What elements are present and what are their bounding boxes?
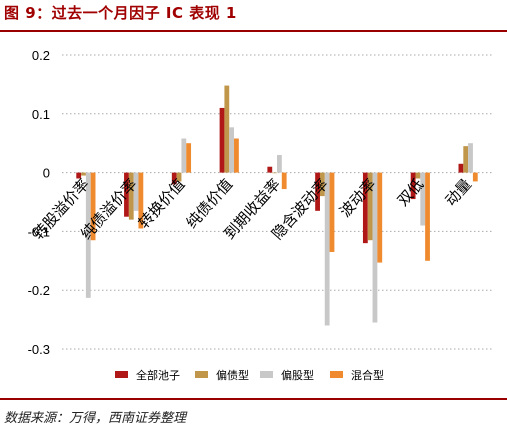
- bar-全部池子: [219, 107, 225, 173]
- y-tick-label: 0.1: [32, 107, 50, 122]
- bar-全部池子: [124, 172, 129, 217]
- bar-混合型: [234, 138, 239, 173]
- legend-swatch: [330, 371, 343, 378]
- bar-偏债型: [272, 172, 277, 174]
- bar-混合型: [281, 172, 287, 190]
- y-tick-label: -0.1: [28, 224, 50, 239]
- legend-label: 偏债型: [216, 368, 249, 382]
- bar-偏股型: [372, 172, 378, 323]
- bar-混合型: [425, 172, 430, 261]
- legend-swatch: [115, 371, 128, 378]
- bar-混合型: [90, 172, 96, 241]
- bar-偏股型: [133, 172, 139, 211]
- bar-chart: 0.20.10-0.1-0.2-0.3转股溢价率纯债溢价率转换价值纯债价值到期收…: [28, 48, 492, 382]
- bar-偏债型: [81, 172, 86, 176]
- y-tick-label: 0.2: [32, 48, 50, 63]
- legend-label: 偏股型: [281, 368, 314, 382]
- bar-混合型: [138, 172, 144, 229]
- bar-全部池子: [362, 172, 368, 244]
- legend-swatch: [195, 371, 208, 378]
- y-tick-label: 0: [43, 166, 50, 181]
- bar-偏债型: [176, 172, 182, 182]
- bar-混合型: [472, 172, 478, 182]
- bar-偏股型: [85, 172, 91, 298]
- bar-偏债型: [367, 172, 373, 241]
- bar-全部池子: [315, 172, 320, 211]
- footer-rule: [0, 398, 507, 400]
- title-rule: [0, 30, 507, 32]
- legend-swatch: [260, 371, 273, 378]
- bar-偏债型: [463, 146, 469, 173]
- bar-全部池子: [458, 163, 464, 173]
- y-tick-label: -0.2: [28, 283, 50, 298]
- x-category-label: 动量: [442, 175, 475, 209]
- legend-label: 混合型: [351, 368, 384, 382]
- bar-偏股型: [229, 127, 235, 173]
- source-note: 数据来源：万得，西南证券整理: [4, 411, 187, 426]
- bar-偏债型: [415, 172, 421, 179]
- bar-偏股型: [181, 138, 187, 173]
- bar-偏股型: [277, 154, 282, 173]
- bar-混合型: [329, 172, 335, 252]
- bar-全部池子: [76, 172, 82, 179]
- bar-偏股型: [324, 172, 330, 326]
- bar-偏债型: [224, 85, 230, 173]
- bar-混合型: [186, 143, 192, 173]
- bar-全部池子: [171, 172, 177, 185]
- legend-label: 全部池子: [136, 368, 180, 382]
- bar-全部池子: [267, 166, 273, 173]
- bar-偏股型: [420, 172, 426, 226]
- bar-偏债型: [319, 172, 325, 197]
- bar-偏债型: [128, 172, 134, 220]
- bar-全部池子: [410, 172, 416, 200]
- y-tick-label: -0.3: [28, 342, 50, 357]
- bar-偏股型: [468, 143, 473, 173]
- chart-title: 图 9：过去一个月因子 IC 表现 1: [4, 4, 237, 22]
- bar-混合型: [377, 172, 383, 263]
